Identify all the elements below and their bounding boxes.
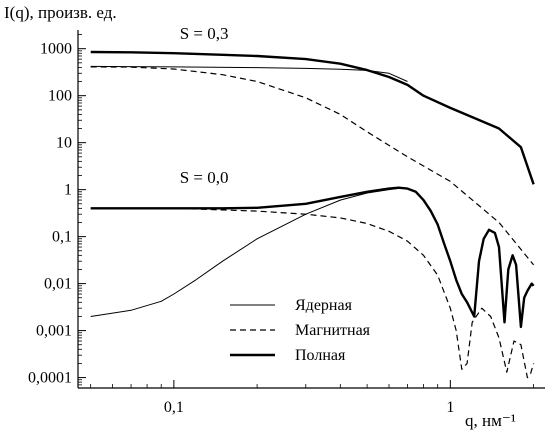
y-tick-label: 0,1 bbox=[52, 229, 72, 246]
legend-label-magnetic: Магнитная bbox=[295, 322, 371, 339]
series-lines bbox=[90, 50, 535, 379]
x-tick-label: 1 bbox=[446, 399, 454, 416]
legend: Ядерная Магнитная Полная bbox=[230, 297, 371, 364]
x-axis-title: q, нм⁻¹ bbox=[465, 411, 516, 430]
series-nuclear-line bbox=[90, 65, 408, 82]
series-magnetic-line bbox=[90, 207, 535, 379]
legend-label-total: Полная bbox=[295, 347, 346, 364]
y-tick-label: 1000 bbox=[40, 41, 72, 58]
series-total-line bbox=[90, 50, 535, 185]
series-magnetic-line bbox=[90, 66, 535, 266]
series-nuclear-line bbox=[90, 187, 405, 317]
x-tick-label: 0,1 bbox=[164, 399, 184, 416]
y-tick-label: 0,01 bbox=[44, 276, 72, 293]
ticks: 1000 100 10 1 0,1 0,01 0,001 0,0001 0,1 1 bbox=[28, 34, 534, 416]
y-tick-label: 0,001 bbox=[36, 323, 72, 340]
y-tick-label: 0,0001 bbox=[28, 370, 72, 387]
y-axis-title: I(q), произв. ед. bbox=[4, 3, 117, 22]
y-tick-label: 1 bbox=[64, 182, 72, 199]
axes bbox=[77, 30, 545, 389]
legend-label-nuclear: Ядерная bbox=[295, 297, 353, 314]
annotation-s-0-0: S = 0,0 bbox=[180, 168, 229, 187]
y-tick-label: 100 bbox=[48, 88, 72, 105]
y-tick-label: 10 bbox=[56, 135, 72, 152]
series-total-line bbox=[90, 186, 535, 329]
annotation-s-0-3: S = 0,3 bbox=[180, 24, 229, 43]
